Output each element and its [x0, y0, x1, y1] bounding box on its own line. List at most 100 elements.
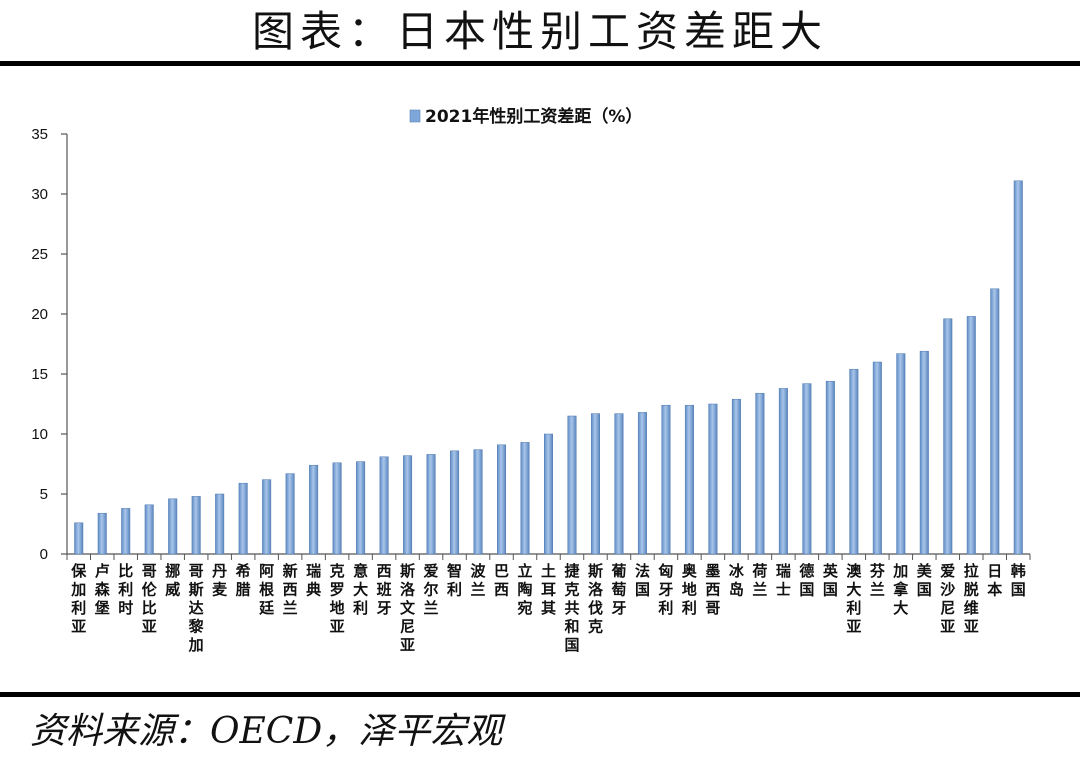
bar	[544, 433, 553, 555]
y-axis: 0 5 10 15 20 25 30 35	[31, 126, 68, 563]
bar	[262, 479, 272, 555]
category-label: 意大利	[353, 562, 368, 617]
category-label: 芬兰	[870, 562, 886, 599]
y-tick-label: 5	[40, 486, 48, 503]
bar	[426, 454, 436, 555]
footer-divider	[0, 692, 1080, 697]
bar	[473, 449, 483, 555]
category-label: 波兰	[471, 562, 487, 599]
category-label: 瑞士	[776, 562, 791, 599]
bar	[567, 415, 577, 555]
bar	[332, 462, 342, 555]
category-label: 克罗地亚	[330, 562, 345, 636]
category-label: 阿根廷	[258, 562, 275, 617]
bar	[872, 361, 882, 555]
bar	[450, 450, 460, 555]
category-label: 英国	[823, 562, 839, 599]
x-axis	[66, 553, 1031, 560]
bar	[731, 398, 741, 555]
category-labels: 保加利亚卢森堡比利时哥伦比亚挪威哥斯达黎加丹麦希腊阿根廷新西兰瑞典克罗地亚意大利…	[70, 562, 1026, 654]
bar	[661, 404, 671, 555]
category-label: 新西兰	[283, 562, 298, 617]
bar	[684, 404, 694, 555]
page-title: 图表：日本性别工资差距大	[251, 7, 828, 56]
category-label: 比利时	[118, 562, 133, 617]
bar	[403, 455, 413, 555]
category-label: 哥伦比亚	[142, 562, 158, 636]
category-label: 墨西哥	[705, 562, 720, 617]
bar	[121, 508, 131, 555]
category-label: 斯洛伐克	[588, 562, 604, 636]
title-divider	[0, 61, 1080, 66]
bar-chart: 2021年性别工资差距（%） 0 5 10 15 20 25 30 35 保加利亚卢森堡比利时…	[31, 106, 1031, 654]
bar	[144, 504, 154, 555]
bar	[97, 512, 107, 555]
bar	[849, 368, 859, 555]
bar	[497, 444, 507, 555]
bar	[191, 496, 201, 555]
category-label: 拉脱维亚	[964, 562, 979, 636]
category-label: 卢森堡	[95, 562, 111, 617]
category-label: 法国	[635, 562, 650, 599]
bar	[285, 473, 295, 555]
chart-legend: 2021年性别工资差距（%）	[409, 106, 642, 127]
category-label: 智利	[447, 562, 462, 599]
category-label: 捷克共和国	[564, 562, 580, 654]
category-label: 冰岛	[729, 562, 745, 599]
category-label: 瑞典	[306, 562, 321, 599]
bar	[637, 412, 647, 555]
category-label: 保加利亚	[70, 562, 87, 636]
bar	[919, 350, 929, 555]
bar	[356, 461, 366, 555]
y-tick-label: 0	[40, 546, 48, 563]
bars	[74, 180, 1023, 555]
bar	[943, 318, 953, 555]
category-label: 爱沙尼亚	[940, 562, 955, 636]
bar	[990, 288, 1000, 555]
y-tick-label: 25	[31, 246, 48, 263]
legend-label: 2021年性别工资差距（%）	[425, 106, 642, 127]
category-label: 日本	[987, 562, 1002, 599]
bar	[966, 316, 976, 555]
y-tick-label: 10	[31, 426, 48, 443]
category-label: 斯洛文尼亚	[400, 562, 416, 654]
bar	[1013, 180, 1023, 555]
category-label: 丹麦	[212, 562, 228, 599]
category-label: 韩国	[1011, 562, 1026, 599]
source-note: 资料来源：OECD，泽平宏观	[30, 711, 503, 752]
legend-swatch	[409, 109, 421, 123]
bar	[778, 388, 788, 555]
category-label: 澳大利亚	[846, 562, 862, 636]
bar	[825, 380, 835, 555]
category-label: 挪威	[165, 562, 180, 599]
category-label: 匈牙利	[658, 562, 673, 617]
y-tick-label: 35	[31, 126, 48, 143]
bar	[590, 413, 600, 555]
category-label: 德国	[799, 562, 814, 599]
category-label: 巴西	[494, 562, 509, 599]
bar	[755, 392, 765, 555]
category-label: 美国	[917, 562, 933, 599]
y-tick-label: 15	[31, 366, 48, 383]
category-label: 奥地利	[682, 562, 698, 617]
bar	[520, 442, 530, 555]
y-tick-label: 20	[31, 306, 48, 323]
category-label: 西班牙	[377, 562, 392, 617]
category-label: 爱尔兰	[424, 562, 439, 617]
bar	[379, 456, 389, 555]
category-label: 葡萄牙	[610, 562, 626, 617]
category-label: 荷兰	[752, 562, 767, 599]
bar	[802, 383, 812, 555]
bar	[168, 498, 178, 555]
bar	[614, 413, 624, 555]
category-label: 加拿大	[892, 562, 909, 617]
bar	[215, 493, 225, 555]
bar	[74, 522, 84, 555]
category-label: 希腊	[236, 562, 251, 599]
category-label: 哥斯达黎加	[188, 562, 204, 654]
bar	[896, 353, 906, 555]
bar	[309, 464, 319, 555]
y-tick-label: 30	[31, 186, 48, 203]
bar	[238, 482, 248, 555]
bar	[708, 403, 718, 555]
